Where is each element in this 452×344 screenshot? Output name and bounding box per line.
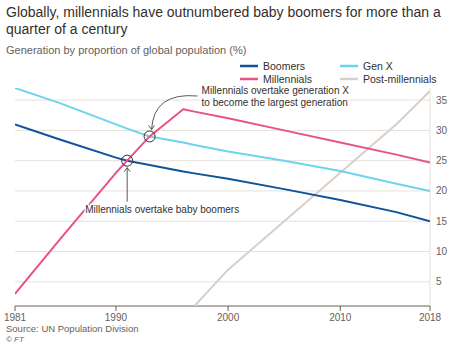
legend-swatch (340, 65, 358, 68)
x-tick-label: 2010 (329, 312, 352, 323)
x-tick (430, 306, 431, 311)
y-tick-label: 20 (436, 185, 448, 196)
x-tick-label: 1981 (4, 312, 27, 323)
annotation-line: to become the largest generation (202, 97, 348, 108)
annotation-line: Millennials overtake generation X (202, 85, 350, 96)
annotation-text: Millennials overtake baby boomers (85, 204, 239, 215)
x-tick (228, 306, 229, 311)
series-line (15, 88, 430, 191)
grid-line (15, 281, 430, 282)
title-line: quarter of a century (6, 21, 127, 37)
series-line (15, 124, 430, 221)
chart: Globally, millennials have outnumbered b… (0, 0, 452, 344)
annotation-arrow (152, 96, 198, 130)
y-tick-label: 35 (436, 95, 448, 106)
grid-line (15, 221, 430, 222)
y-tick-label: 10 (436, 246, 448, 257)
legend-label: Gen X (363, 60, 393, 72)
annotation-arrow (127, 168, 128, 202)
legend-label: Post-millennials (363, 73, 437, 85)
credit: © FT (6, 335, 25, 344)
grid-line (15, 190, 430, 191)
x-tick (15, 306, 16, 311)
x-tick (115, 306, 116, 311)
legend-label: Boomers (263, 60, 305, 72)
x-tick-label: 2000 (217, 312, 240, 323)
y-tick-label: 15 (436, 216, 448, 227)
legend-swatch (340, 78, 358, 81)
legend-swatch (240, 65, 258, 68)
legend-label: Millennials (263, 73, 312, 85)
grid-line (15, 130, 430, 131)
subtitle: Generation by proportion of global popul… (6, 44, 246, 56)
annotation-circle (122, 155, 133, 166)
annotation-circle (144, 131, 155, 142)
series-line (15, 109, 430, 294)
title: Globally, millennials have outnumbered b… (6, 4, 441, 37)
title-line: Globally, millennials have outnumbered b… (6, 4, 441, 20)
y-tick-label: 5 (436, 276, 442, 287)
annotation-text: Millennials overtake generation Xto beco… (202, 85, 350, 108)
y-tick-label: 30 (436, 125, 448, 136)
grid-line (15, 251, 430, 252)
annotation-line: Millennials overtake baby boomers (85, 204, 239, 215)
x-tick-label: 1990 (105, 312, 128, 323)
x-tick-label: 2018 (419, 312, 442, 323)
annotation-arrowhead (124, 168, 130, 172)
source: Source: UN Population Division (6, 323, 139, 334)
grid-line (15, 160, 430, 161)
x-axis-line (15, 306, 430, 307)
y-axis-line (430, 88, 431, 306)
series-line (194, 91, 430, 306)
annotation-arrowhead (149, 125, 155, 129)
legend-swatch (240, 78, 258, 81)
x-tick (340, 306, 341, 311)
y-tick-label: 25 (436, 155, 448, 166)
series-group (15, 88, 430, 306)
